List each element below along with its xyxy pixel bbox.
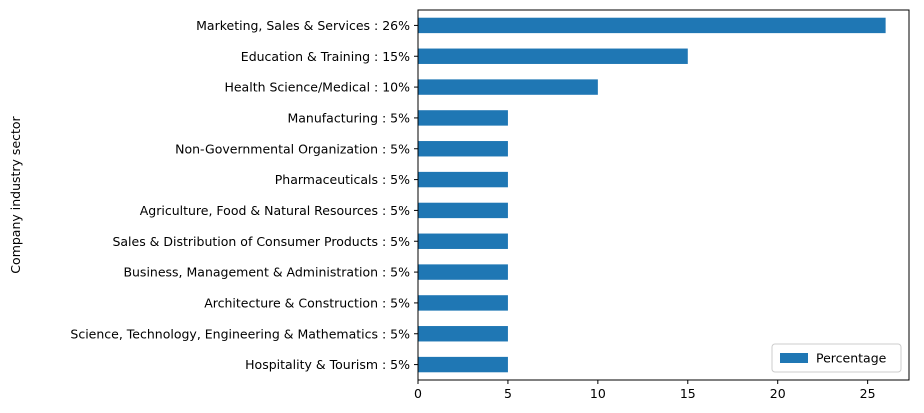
x-tick-label: 25 — [860, 386, 876, 401]
bar — [418, 356, 508, 373]
y-tick-label: Sales & Distribution of Consumer Product… — [112, 234, 410, 249]
y-tick-label: Business, Management & Administration : … — [123, 265, 410, 280]
legend-label: Percentage — [816, 351, 887, 366]
x-tick-label: 0 — [414, 386, 422, 401]
plot-frame — [417, 9, 910, 381]
y-tick-label: Pharmaceuticals : 5% — [275, 172, 410, 187]
bar — [418, 171, 508, 188]
y-tick-label: Agriculture, Food & Natural Resources : … — [140, 203, 410, 218]
y-tick-label: Health Science/Medical : 10% — [224, 80, 410, 95]
bar — [418, 233, 508, 249]
y-axis-label: Company industry sector — [8, 115, 23, 273]
x-tick-label: 15 — [680, 386, 696, 401]
bar — [418, 295, 508, 311]
y-tick-label: Science, Technology, Engineering & Mathe… — [70, 326, 410, 341]
legend: Percentage — [771, 343, 902, 373]
bar — [418, 17, 886, 34]
bar — [418, 264, 508, 280]
bar — [418, 79, 598, 95]
bar — [418, 48, 688, 64]
bar — [418, 141, 508, 157]
y-tick-label: Hospitality & Tourism : 5% — [245, 357, 410, 372]
y-tick-label: Architecture & Construction : 5% — [204, 295, 410, 310]
y-axis-ticks: Marketing, Sales & Services : 26% Educati… — [70, 18, 418, 372]
legend-swatch — [780, 353, 808, 363]
x-tick-label: 5 — [504, 386, 512, 401]
y-tick-label: Marketing, Sales & Services : 26% — [196, 18, 410, 33]
bar — [418, 202, 508, 219]
y-tick-label: Non-Governmental Organization : 5% — [175, 141, 410, 156]
x-tick-label: 10 — [590, 386, 606, 401]
bars-layer — [418, 17, 886, 373]
y-tick-label: Manufacturing : 5% — [287, 110, 410, 125]
x-axis-ticks: 0 5 10 15 20 25 — [414, 380, 876, 401]
x-tick-label: 20 — [770, 386, 786, 401]
y-tick-label: Education & Training : 15% — [241, 49, 410, 64]
bar — [418, 326, 508, 342]
legend-box — [771, 343, 902, 373]
bar — [418, 110, 508, 126]
